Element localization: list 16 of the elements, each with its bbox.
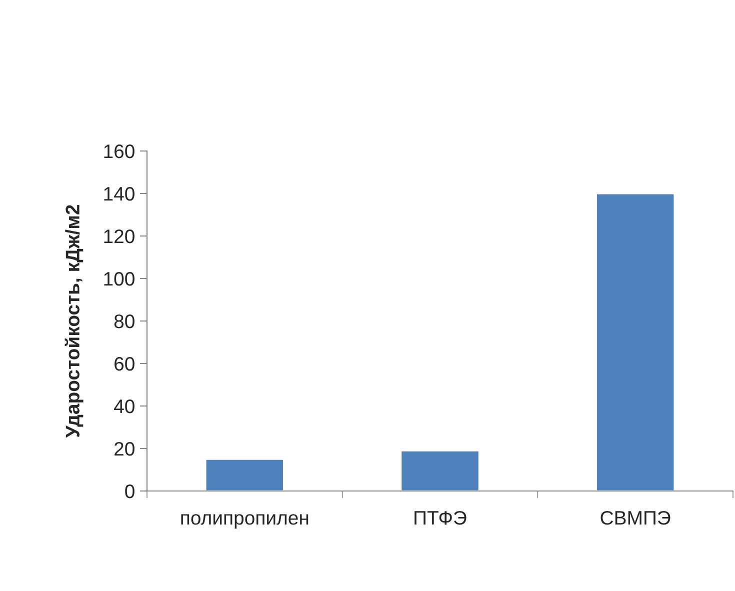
x-tick-label: ПТФЭ	[414, 510, 466, 525]
y-tick-label: 120	[104, 229, 134, 244]
bar	[596, 192, 676, 491]
y-tick-label: 20	[114, 442, 134, 456]
y-tick-label: 40	[114, 399, 134, 414]
bar	[204, 458, 284, 491]
x-tick-label: полипропилен	[181, 514, 308, 529]
x-tick-label: СВМПЭ	[600, 510, 670, 525]
y-tick-label: 100	[104, 272, 134, 286]
y-tick-label: 140	[104, 186, 134, 201]
y-tick-label: 60	[114, 356, 134, 371]
y-tick-label: 0	[125, 484, 134, 498]
y-tick-label: 80	[114, 314, 134, 328]
bar	[400, 450, 480, 491]
y-tick-label: 160	[104, 144, 134, 158]
y-axis-title: Ударостойкость, кДж/м2	[64, 204, 84, 438]
